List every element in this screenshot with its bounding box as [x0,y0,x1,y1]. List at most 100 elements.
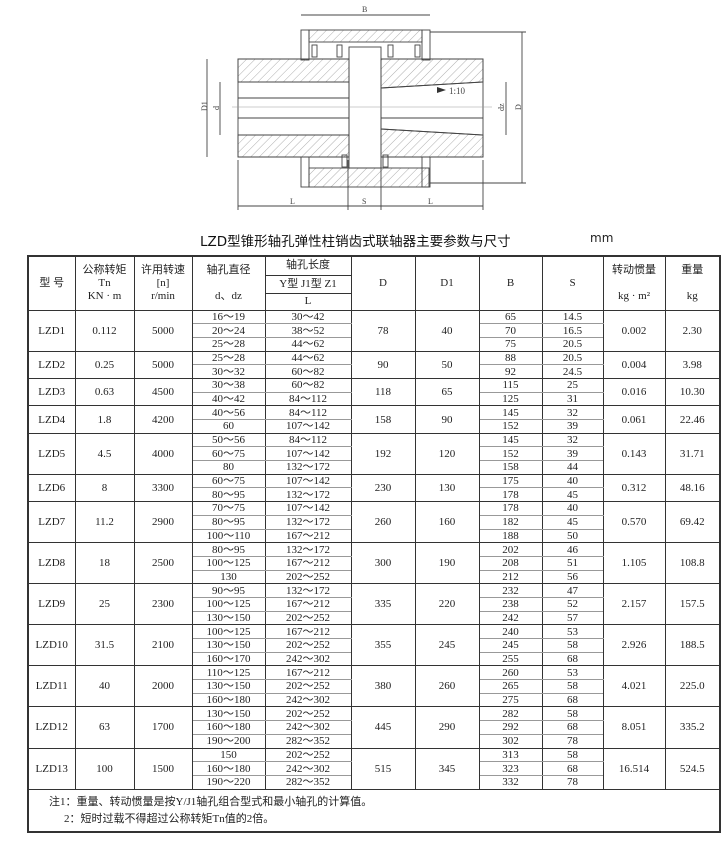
bore-diameter-cell: 80～95 [191,487,266,503]
bore-diameter-cell: 90～95 [191,583,266,598]
torque-cell: 63 [74,706,135,749]
table-row: 80～95 132～172 178 45 [28,487,720,503]
S-cell: 20.5 [541,350,604,366]
dim-dz-label: dz [497,103,506,111]
torque-cell: 25 [74,583,135,626]
torque-cell: 4.5 [74,432,135,475]
unit-label: mm [590,231,614,245]
bore-diameter-cell: 160～180 [191,761,266,776]
S-cell: 58 [541,747,604,763]
inertia-cell: 16.514 [602,747,666,790]
D-cell: 192 [350,432,416,475]
inertia-cell: 0.570 [602,501,666,544]
table-row: 160～180 242～302 275 68 [28,692,720,708]
bore-length-cell: 44～62 [264,336,352,352]
B-cell: 240 [478,624,543,639]
bore-diameter-cell: 20～24 [191,323,266,338]
S-cell: 51 [541,555,604,571]
B-cell: 212 [478,569,543,585]
S-cell: 32 [541,405,604,420]
B-cell: 242 [478,610,543,626]
B-cell: 323 [478,761,543,776]
bore-diameter-cell: 130～150 [191,638,266,653]
speed-cell: 2000 [133,665,193,708]
D-cell: 158 [350,405,416,434]
speed-cell: 2100 [133,624,193,667]
bore-diameter-cell: 100～125 [191,555,266,571]
bore-diameter-cell: 160～180 [191,720,266,735]
bore-length-cell: 132～172 [264,487,352,503]
coupling-parameters-table: 型 号 公称转矩 Tn KN · m 许用转速 [n] r/min 轴孔直径 d、dz 轴… [27,255,721,833]
bore-diameter-cell: 16～19 [191,309,266,325]
dim-D1-label: D1 [200,101,209,111]
S-cell: 50 [541,528,604,544]
S-cell: 44 [541,460,604,475]
header-weight: 重量 kg [664,255,721,311]
bore-diameter-cell: 30～38 [191,377,266,393]
bore-diameter-cell: 130～150 [191,610,266,626]
bore-length-cell: 132～172 [264,542,352,557]
table-row: 100～125 167～212 238 52 [28,596,720,612]
inertia-cell: 0.061 [602,405,666,434]
table-row: LZD2 0.25 5000 25～28 44～62 90 50 88 20.5 0.004 3.9… [27,350,721,379]
bore-length-cell: 84～112 [264,432,352,448]
S-cell: 68 [541,651,604,667]
S-cell: 68 [541,720,604,735]
speed-cell: 1500 [133,747,193,790]
dim-L-left-label: L [290,197,295,206]
bore-diameter-cell: 100～125 [191,596,266,612]
speed-cell: 3300 [133,473,193,503]
B-cell: 75 [478,336,543,352]
D1-cell: 245 [414,624,480,667]
D-cell: 380 [350,665,416,708]
S-cell: 57 [541,610,604,626]
model-cell: LZD5 [27,432,76,475]
speed-cell: 1700 [133,706,193,749]
D-cell: 300 [350,542,416,585]
S-cell: 14.5 [541,309,604,325]
bore-length-cell: 107～142 [264,446,352,462]
B-cell: 282 [478,706,543,722]
table-row: 160～180 242～302 323 68 [28,761,720,776]
S-cell: 40 [541,501,604,516]
bore-length-cell: 107～142 [264,473,352,489]
bore-length-cell: 167～212 [264,624,352,639]
bore-diameter-cell: 110～125 [191,665,266,681]
model-cell: LZD12 [27,706,76,749]
S-cell: 53 [541,665,604,681]
S-cell: 68 [541,692,604,708]
S-cell: 58 [541,638,604,653]
bore-diameter-cell: 160～180 [191,692,266,708]
bore-diameter-cell: 40～56 [191,405,266,420]
B-cell: 188 [478,528,543,544]
model-cell: LZD9 [27,583,76,626]
B-cell: 182 [478,514,543,530]
model-cell: LZD13 [27,747,76,790]
bore-length-cell: 132～172 [264,460,352,475]
header-B: B [478,255,543,311]
table-row: LZD11 40 2000 110～125 167～212 380 260 260 53 4.02… [27,665,721,708]
bore-length-cell: 44～62 [264,350,352,366]
inertia-cell: 0.016 [602,377,666,407]
bore-diameter-cell: 130 [191,569,266,585]
S-cell: 58 [541,706,604,722]
S-cell: 25 [541,377,604,393]
table-row: LZD5 4.5 4000 50～56 84～112 192 120 145 32 0.143 31… [27,432,721,475]
D-cell: 335 [350,583,416,626]
weight-cell: 3.98 [664,350,721,379]
B-cell: 158 [478,460,543,475]
table-row: LZD13 100 1500 150 202～252 515 345 313 58 16.514 5… [27,747,721,790]
bore-diameter-cell: 130～150 [191,706,266,722]
bore-diameter-cell: 100～110 [191,528,266,544]
D-cell: 78 [350,309,416,352]
torque-cell: 18 [74,542,135,585]
B-cell: 202 [478,542,543,557]
bore-length-cell: 202～252 [264,679,352,694]
bore-length-cell: 60～82 [264,364,352,379]
torque-cell: 100 [74,747,135,790]
S-cell: 16.5 [541,323,604,338]
speed-cell: 2900 [133,501,193,544]
bore-length-cell: 30～42 [264,309,352,325]
B-cell: 238 [478,596,543,612]
D1-cell: 220 [414,583,480,626]
